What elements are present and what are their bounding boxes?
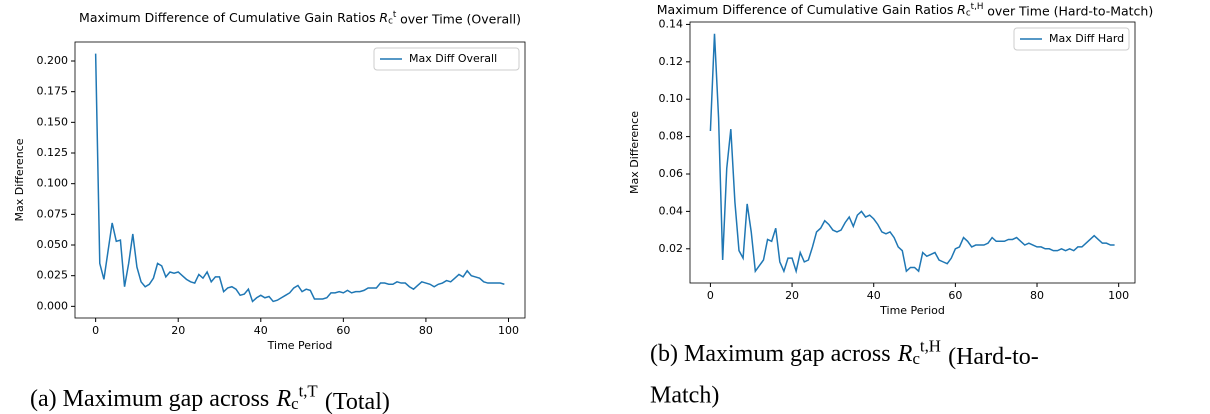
y-tick-label: 0.08 (659, 130, 684, 143)
x-tick-label: 20 (171, 324, 185, 337)
y-tick-label: 0.200 (37, 54, 69, 67)
caption-line: Match) (650, 383, 719, 409)
text-part: c (291, 394, 298, 413)
x-tick-label: 40 (254, 324, 268, 337)
x-tick-label: 60 (336, 324, 350, 337)
text-part: c (966, 8, 971, 18)
y-axis-label: Max Difference (13, 138, 26, 221)
plot-frame (74, 41, 526, 319)
data-line (94, 53, 505, 303)
x-tick-label: 80 (1030, 289, 1044, 302)
y-tick-label: 0.150 (37, 115, 69, 128)
text-part: R (275, 386, 291, 412)
y-tick-label: 0.04 (659, 204, 684, 217)
text-part: (Total) (325, 389, 390, 414)
plot-frame (689, 21, 1136, 284)
text-part: t,T (299, 381, 318, 400)
x-tick-label: 0 (92, 324, 99, 337)
caption: (b) Maximum gap across Rct,H (Hard-to- (650, 336, 1039, 369)
y-tick-label: 0.14 (659, 17, 684, 30)
x-tick-label: 100 (498, 324, 519, 337)
text-part: R (957, 2, 966, 17)
text-part: R (897, 341, 913, 367)
x-tick-label: 20 (785, 289, 799, 302)
y-tick-label: 0.02 (659, 242, 684, 255)
x-tick-label: 0 (707, 289, 714, 302)
text-part: t (393, 10, 397, 20)
text-part: Maximum Difference of Cumulative Gain Ra… (79, 10, 376, 25)
text-part: t,H (920, 336, 941, 355)
text-part: (a) Maximum gap across (30, 386, 269, 412)
y-tick-label: 0.12 (659, 55, 684, 68)
y-tick-label: 0.075 (37, 207, 69, 220)
data-line (709, 33, 1115, 275)
text-part: c (912, 349, 919, 368)
legend-label: Max Diff Hard (1049, 32, 1124, 45)
text-part: (b) Maximum gap across (650, 341, 891, 367)
x-tick-label: 100 (1108, 289, 1129, 302)
text-part: over Time (Hard-to-Match) (987, 3, 1153, 18)
text-part: R (379, 10, 388, 25)
legend-label: Max Diff Overall (409, 52, 497, 65)
y-tick-label: 0.050 (37, 238, 69, 251)
text-part: over Time (Overall) (400, 11, 521, 26)
y-tick-label: 0.025 (37, 269, 69, 282)
legend-box (1013, 27, 1130, 51)
y-tick-label: 0.000 (37, 299, 69, 312)
x-axis-label: Time Period (879, 304, 945, 317)
chart-title: Maximum Difference of Cumulative Gain Ra… (657, 2, 1153, 19)
x-tick-label: 80 (419, 324, 433, 337)
x-tick-label: 60 (948, 289, 962, 302)
legend-box (373, 47, 520, 71)
chart-title: Maximum Difference of Cumulative Gain Ra… (79, 10, 521, 27)
text-part: c (388, 16, 393, 26)
y-tick-label: 0.125 (37, 146, 69, 159)
y-axis-label: Max Difference (628, 111, 641, 194)
x-axis-label: Time Period (267, 339, 333, 352)
y-tick-label: 0.100 (37, 177, 69, 190)
text-part: (Hard-to- (948, 344, 1039, 370)
caption: (a) Maximum gap across Rct,T (Total) (30, 381, 390, 414)
y-tick-label: 0.175 (37, 85, 69, 98)
y-tick-label: 0.10 (659, 92, 684, 105)
x-tick-label: 40 (867, 289, 881, 302)
y-tick-label: 0.06 (659, 167, 684, 180)
text-part: Maximum Difference of Cumulative Gain Ra… (657, 2, 954, 17)
text-part: t,H (971, 2, 984, 12)
